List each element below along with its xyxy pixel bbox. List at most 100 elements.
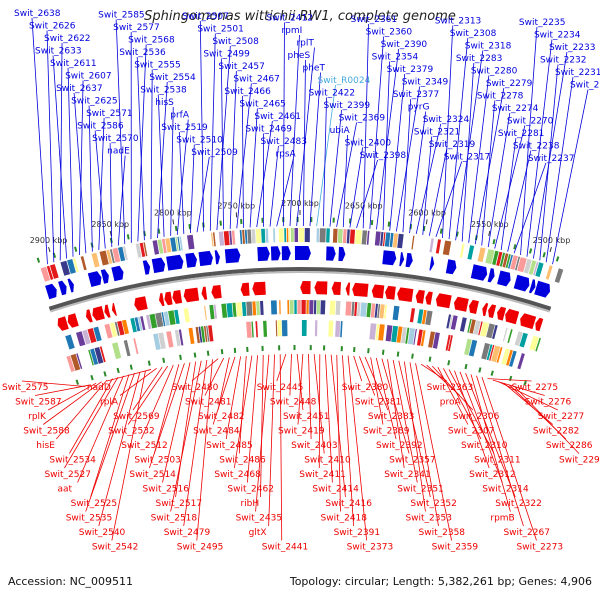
forward-gene-arrow <box>100 269 109 284</box>
bottom-gene-label: hisE <box>36 441 55 451</box>
forward-feature-band <box>99 250 109 266</box>
reverse-gene-arrow <box>57 316 69 331</box>
reverse-feature-band-inner <box>66 355 75 372</box>
reverse-feature-band-inner <box>420 330 426 347</box>
bottom-leader-line <box>42 381 102 425</box>
top-gene-label: Swit_2607 <box>65 72 112 82</box>
forward-gene-arrow <box>166 254 184 271</box>
reverse-feature-band-inner <box>481 342 490 360</box>
top-gene-label: Swit_2457 <box>218 62 265 72</box>
bottom-leader-line <box>276 354 287 382</box>
top-leader-line <box>276 158 294 227</box>
bottom-gene-label: aat <box>58 485 73 495</box>
reverse-gene-arrow <box>385 285 396 300</box>
forward-feature-band <box>533 261 539 276</box>
bottom-gene-label: gltX <box>249 528 267 538</box>
topology-text: Topology: circular; Length: 5,382,261 bp… <box>289 575 592 588</box>
bottom-gene-label: Swit_2380 <box>342 383 389 393</box>
top-gene-label: Swit_2510 <box>176 136 223 146</box>
reverse-feature-band-inner <box>174 329 181 347</box>
forward-gene-arrow <box>185 252 197 268</box>
reverse-feature-band <box>270 300 277 315</box>
top-gene-label: hisS <box>155 98 174 108</box>
gc-tick-inner <box>90 374 94 381</box>
top-gene-label: Swit_2283 <box>456 54 503 64</box>
bottom-leader-line <box>353 355 363 382</box>
gc-tick-outer <box>528 248 533 254</box>
scale-tick <box>549 246 552 253</box>
forward-feature-band <box>510 255 518 270</box>
gc-tick-inner <box>129 364 133 370</box>
reverse-feature-band <box>335 300 341 315</box>
bottom-leader-line <box>247 355 258 483</box>
forward-feature-band <box>118 246 126 262</box>
forward-feature-band <box>231 230 236 245</box>
reverse-feature-band-inner <box>94 347 104 364</box>
forward-feature-band <box>218 231 225 246</box>
forward-gene-arrow <box>429 256 435 271</box>
forward-feature-band <box>170 237 177 252</box>
reverse-feature-band <box>82 329 91 345</box>
gc-tick-inner <box>428 356 432 362</box>
reverse-feature-band-inner <box>76 353 83 369</box>
bottom-gene-label: Swit_2462 <box>227 485 274 495</box>
bottom-gene-label: Swit_2341 <box>384 470 431 480</box>
reverse-feature-band-inner <box>99 346 106 363</box>
forward-feature-band <box>157 239 164 254</box>
bottom-gene-label: Swit_2418 <box>321 514 368 524</box>
forward-gene-arrow <box>198 250 213 267</box>
reverse-feature-band <box>316 300 321 315</box>
forward-feature-band <box>242 229 245 244</box>
top-leader-line <box>520 26 538 255</box>
reverse-feature-band <box>360 302 367 317</box>
top-leader-line <box>428 148 448 236</box>
reverse-feature-band-inner <box>90 348 99 365</box>
top-gene-label: pheS <box>288 51 311 61</box>
bottom-gene-label: Swit_2445 <box>257 383 304 393</box>
reverse-feature-band-inner <box>486 344 493 361</box>
bottom-gene-label: Swit_2414 <box>312 485 359 495</box>
reverse-gene-arrow <box>520 313 537 330</box>
backbone-ring <box>48 267 552 311</box>
reverse-feature-band-inner <box>445 334 451 351</box>
bottom-gene-label: Swit_2312 <box>469 470 516 480</box>
top-gene-label: Swit_2361 <box>351 15 398 25</box>
reverse-feature-band-inner <box>195 326 200 344</box>
forward-feature-band <box>535 262 544 277</box>
top-leader-line <box>395 86 421 232</box>
reverse-feature-band-inner <box>405 327 410 344</box>
top-leader-line <box>342 134 348 228</box>
bottom-leader-line <box>514 386 580 454</box>
top-leader-line <box>190 144 195 234</box>
bottom-leader-line <box>119 367 157 396</box>
bottom-leader-line <box>364 356 389 411</box>
top-gene-label: Swit_2637 <box>56 84 103 94</box>
top-gene-label: Swit_2229 <box>570 81 600 91</box>
top-leader-line <box>109 142 113 248</box>
forward-gene-arrow <box>224 248 241 264</box>
reverse-feature-band <box>246 301 253 316</box>
reverse-feature-band-inner <box>464 338 472 356</box>
reverse-feature-band-inner <box>112 342 122 360</box>
top-gene-label: Swit_2235 <box>519 18 566 28</box>
top-gene-label: ubiA <box>330 126 351 136</box>
forward-feature-band <box>143 242 148 257</box>
reverse-feature-band <box>309 300 314 315</box>
backbone-shadow <box>50 270 550 313</box>
top-gene-label: Swit_2349 <box>402 78 449 88</box>
top-gene-label: Swit_2508 <box>212 37 259 47</box>
top-leader-line <box>46 30 55 263</box>
bottom-leader-line <box>217 357 230 411</box>
forward-feature-band <box>508 254 513 269</box>
forward-gene-arrow <box>470 264 488 281</box>
reverse-feature-band <box>76 331 86 347</box>
top-leader-line <box>79 80 84 255</box>
top-gene-label: Swit_2398 <box>360 151 407 161</box>
bottom-gene-label: Swit_2292 <box>559 456 600 466</box>
forward-feature-band <box>165 238 172 253</box>
reverse-feature-band <box>417 309 424 324</box>
top-leader-line <box>170 106 174 236</box>
top-leader-line <box>336 122 357 227</box>
bottom-gene-label: Swit_2403 <box>291 441 338 451</box>
